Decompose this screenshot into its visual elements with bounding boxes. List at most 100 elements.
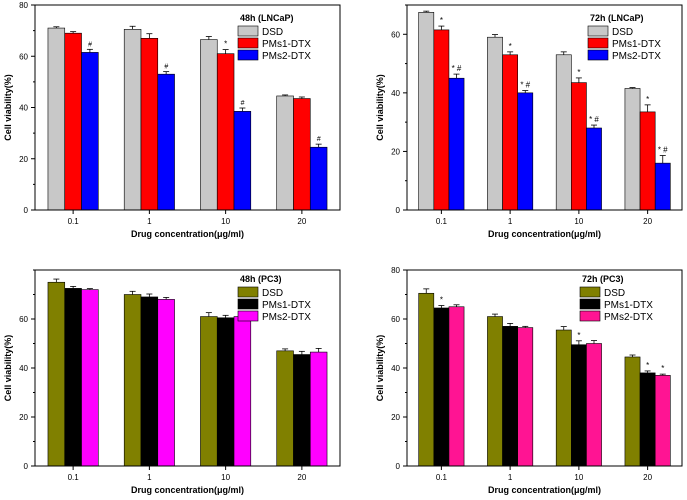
legend-swatch	[579, 310, 601, 322]
bar	[433, 29, 450, 211]
bar	[293, 354, 311, 467]
bar	[418, 292, 435, 467]
legend-label: PMs1-DTX	[612, 39, 661, 50]
x-axis-label: Drug concentration(μg/ml)	[131, 485, 244, 495]
y-tick-label: 80	[19, 1, 28, 10]
bar	[81, 289, 99, 467]
legend-label: PMs2-DTX	[262, 51, 311, 62]
significance-mark: *	[577, 68, 580, 77]
legend-swatch	[587, 25, 609, 37]
legend-label: DSD	[604, 288, 625, 299]
bar	[233, 111, 252, 211]
y-tick-label: 80	[391, 266, 400, 275]
significance-mark: * #	[658, 146, 668, 155]
bar	[555, 329, 572, 467]
bar	[309, 351, 328, 467]
bar	[81, 52, 99, 211]
x-tick-label: 1	[147, 217, 152, 226]
bar	[140, 296, 159, 467]
y-axis-label: Cell viability(%)	[3, 335, 13, 402]
y-tick-label: 0	[24, 462, 29, 471]
x-tick-label: 0.1	[436, 217, 448, 226]
bar	[448, 77, 465, 211]
x-tick-label: 20	[297, 217, 306, 226]
bar	[571, 82, 587, 211]
legend-swatch	[587, 49, 609, 61]
bar	[200, 316, 218, 467]
bar	[276, 95, 294, 211]
x-tick-label: 1	[508, 473, 513, 482]
y-tick-label: 0	[396, 462, 401, 471]
x-tick-label: 20	[643, 473, 652, 482]
legend-swatch	[579, 298, 601, 310]
x-tick-label: 20	[297, 473, 306, 482]
bar	[624, 88, 641, 211]
chart-panel: 0 20 40 60 0.1 1 10 20 Drug concentration(μg/ml)…	[3, 269, 341, 495]
x-tick-label: 1	[508, 217, 513, 226]
bar	[276, 350, 294, 467]
x-axis-label: Drug concentration(μg/ml)	[488, 229, 601, 239]
bar	[487, 36, 503, 211]
legend-swatch	[579, 286, 601, 298]
plot-frame	[406, 269, 683, 467]
x-axis-label: Drug concentration(μg/ml)	[131, 229, 244, 239]
bar	[200, 39, 218, 211]
legend-label: PMs1-DTX	[262, 300, 311, 311]
x-tick-label: 0.1	[68, 217, 80, 226]
bar	[433, 307, 450, 467]
x-tick-label: 10	[221, 473, 230, 482]
bar	[502, 54, 518, 211]
x-axis-label: Drug concentration(μg/ml)	[488, 485, 601, 495]
bar	[293, 98, 311, 211]
bar	[639, 372, 656, 467]
bar	[448, 306, 465, 467]
legend-swatch	[587, 37, 609, 49]
bar	[654, 162, 671, 211]
legend-swatch	[237, 298, 259, 310]
chart-panel: 0 20 40 60 80 * 0.1 1 * 10 * * 20 Drug concentration(…	[375, 266, 683, 495]
legend-label: DSD	[262, 288, 283, 299]
bar	[216, 53, 235, 211]
plot-frame	[34, 4, 341, 211]
bar	[586, 343, 602, 467]
plot-frame	[406, 4, 683, 211]
bar	[123, 294, 142, 467]
bar	[123, 29, 142, 211]
x-tick-label: 10	[221, 217, 230, 226]
legend-swatch	[237, 37, 259, 49]
x-tick-label: 10	[574, 217, 583, 226]
legend-swatch	[237, 25, 259, 37]
legend-swatch	[237, 286, 259, 298]
significance-mark: #	[88, 41, 92, 48]
bar	[233, 316, 252, 467]
significance-mark: *	[646, 361, 649, 370]
bar	[487, 316, 503, 467]
x-tick-label: 0.1	[436, 473, 448, 482]
legend-title: 72h (PC3)	[582, 274, 624, 284]
bar	[639, 111, 656, 211]
bar	[309, 146, 328, 211]
bar	[64, 288, 82, 467]
legend-swatch	[237, 310, 259, 322]
legend-label: PMs2-DTX	[612, 51, 661, 62]
y-tick-label: 20	[19, 155, 28, 164]
legend-label: DSD	[262, 27, 283, 38]
legend-label: PMs2-DTX	[604, 312, 653, 323]
significance-mark: *	[661, 364, 664, 373]
x-tick-label: 20	[643, 217, 652, 226]
significance-mark: #	[240, 100, 244, 107]
y-axis-label: Cell viability(%)	[3, 74, 13, 141]
bar	[216, 317, 235, 467]
significance-mark: *	[440, 296, 443, 305]
bar	[64, 32, 82, 211]
y-tick-label: 0	[24, 206, 29, 215]
chart-panel: 0 20 40 60 * * # 0.1 * * # 1 * * # 10 * * # 20 Drug conc…	[375, 4, 683, 239]
bar	[555, 54, 572, 211]
significance-mark: * #	[452, 64, 462, 73]
y-tick-label: 20	[391, 147, 400, 156]
y-tick-label: 40	[19, 364, 28, 373]
y-tick-label: 40	[391, 89, 400, 98]
significance-mark: *	[646, 95, 649, 104]
significance-mark: *	[440, 16, 443, 25]
